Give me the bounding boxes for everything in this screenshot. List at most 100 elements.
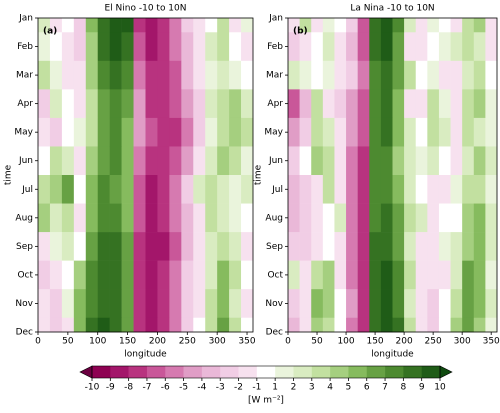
heatmap-cell <box>299 18 312 33</box>
heatmap-cell <box>241 32 254 62</box>
heatmap-cell <box>311 232 324 261</box>
heatmap-cell <box>217 32 230 62</box>
heatmap-cell <box>157 260 170 290</box>
heatmap-cell <box>288 260 300 290</box>
heatmap-cell <box>205 260 218 290</box>
y-tick-label: Apr <box>267 99 283 109</box>
heatmap-cell <box>462 289 475 319</box>
heatmap-cell <box>473 289 486 319</box>
heatmap-cell <box>193 175 206 204</box>
heatmap-cell <box>357 175 370 204</box>
heatmap-cell <box>485 260 498 290</box>
heatmap-cell <box>205 146 218 176</box>
colorbar-tick-label: 6 <box>364 383 370 393</box>
heatmap-cell <box>85 232 99 261</box>
heatmap-cell <box>205 317 218 333</box>
heatmap-cell <box>438 146 451 176</box>
heatmap-cell <box>121 232 134 261</box>
heatmap-cell <box>299 203 312 233</box>
y-axis-label: time <box>254 164 264 185</box>
heatmap-cell <box>357 317 370 333</box>
heatmap-cell <box>133 89 146 119</box>
heatmap-cell <box>85 32 99 62</box>
heatmap-cell <box>357 232 370 261</box>
heatmap-cell <box>38 89 51 119</box>
heatmap-cell <box>169 32 182 62</box>
heatmap-cell <box>322 146 335 176</box>
heatmap-cell <box>241 260 254 290</box>
heatmap-cell <box>462 146 475 176</box>
heatmap-cell <box>49 60 63 90</box>
heatmap-cell <box>145 117 158 147</box>
heatmap-cell <box>450 175 463 204</box>
heatmap-cell <box>109 146 122 176</box>
heatmap-cell <box>427 146 440 176</box>
heatmap-cell <box>85 317 99 333</box>
heatmap-cell <box>380 289 393 319</box>
heatmap-cell <box>157 175 170 204</box>
heatmap-cell <box>121 175 134 204</box>
heatmap-cell <box>49 18 63 33</box>
heatmap-cell <box>357 89 370 119</box>
heatmap-cell <box>450 203 463 233</box>
heatmap-cell <box>49 232 63 261</box>
colorbar-segment <box>256 366 276 378</box>
heatmap-cell <box>241 60 254 90</box>
heatmap-cell <box>205 32 218 62</box>
heatmap-cell <box>415 203 428 233</box>
heatmap-cell <box>322 18 335 33</box>
heatmap-cell <box>121 32 134 62</box>
heatmap-cell <box>322 289 335 319</box>
heatmap-cell <box>392 117 405 147</box>
heatmap-cell <box>217 260 230 290</box>
heatmap-cell <box>473 60 486 90</box>
heatmap-cell <box>205 289 218 319</box>
heatmap-cell <box>133 18 146 33</box>
heatmap-cell <box>404 232 417 261</box>
heatmap-cell <box>380 175 393 204</box>
x-tick-label: 0 <box>35 337 41 347</box>
heatmap-cell <box>450 232 463 261</box>
heatmap-cell <box>121 146 134 176</box>
heatmap-cell <box>97 175 110 204</box>
heatmap-cell <box>85 289 99 319</box>
heatmap-cell <box>49 203 63 233</box>
y-tick-label: Mar <box>16 71 33 81</box>
heatmap-cell <box>241 175 254 204</box>
heatmap-cell <box>322 260 335 290</box>
x-tick-label: 150 <box>366 337 383 347</box>
heatmap-cell <box>73 317 87 333</box>
heatmap-cell <box>334 289 347 319</box>
heatmap-cell <box>485 89 498 119</box>
heatmap-cell <box>169 317 182 333</box>
heatmap-cell <box>38 203 51 233</box>
heatmap-cell <box>392 146 405 176</box>
heatmap-cell <box>109 32 122 62</box>
heatmap-cell <box>427 203 440 233</box>
colorbar-tick-label: 5 <box>346 383 352 393</box>
y-tick-label: Apr <box>17 99 33 109</box>
heatmap-cell <box>334 146 347 176</box>
colorbar-segment <box>385 366 404 378</box>
heatmap-cell <box>169 89 182 119</box>
y-tick-label: Jan <box>268 14 283 24</box>
y-tick-label: Sep <box>266 242 283 252</box>
heatmap-cell <box>121 317 134 333</box>
heatmap-cell <box>121 117 134 147</box>
heatmap-cell <box>392 203 405 233</box>
heatmap-cell <box>145 289 158 319</box>
heatmap-cell <box>369 18 382 33</box>
heatmap-cell <box>427 289 440 319</box>
heatmap-cell <box>380 117 393 147</box>
heatmap-cell <box>181 289 194 319</box>
heatmap-cell <box>311 117 324 147</box>
heatmap-cell <box>229 232 242 261</box>
heatmap-cell <box>241 317 254 333</box>
heatmap-cell <box>121 203 134 233</box>
y-tick-label: Jun <box>268 156 283 166</box>
x-tick-label: 350 <box>238 337 255 347</box>
heatmap-cell <box>450 289 463 319</box>
heatmap-cell <box>38 289 51 319</box>
heatmap-cell <box>346 232 358 261</box>
heatmap-cell <box>462 117 475 147</box>
